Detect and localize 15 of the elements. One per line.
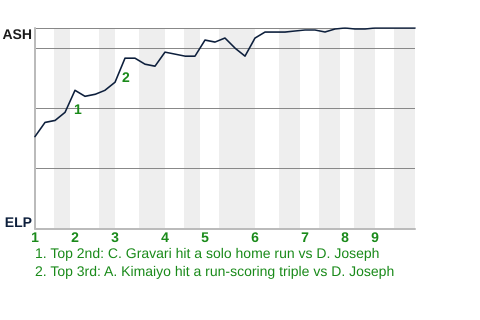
x-tick-label: 4 bbox=[161, 229, 170, 245]
x-tick-label: 2 bbox=[71, 229, 80, 245]
x-tick-label: 5 bbox=[201, 229, 210, 245]
text: ASH bbox=[2, 26, 32, 42]
text: ELP bbox=[4, 214, 32, 230]
x-tick-label: 3 bbox=[111, 229, 120, 245]
x-tick-label: 1 bbox=[31, 229, 40, 245]
text: 2. Top 3rd: A. Kimaiyo hit a run-scoring triple vs D. Joseph bbox=[35, 263, 394, 279]
x-tick-label: 8 bbox=[341, 229, 350, 245]
x-tick-label: 6 bbox=[251, 229, 260, 245]
text: 1. Top 2nd: C. Gravari hit a solo home run vs D. Joseph bbox=[35, 245, 380, 261]
x-tick-label: 7 bbox=[301, 229, 310, 245]
annotation: 1 bbox=[74, 101, 82, 117]
x-tick-label: 9 bbox=[371, 229, 380, 245]
annotation: 2 bbox=[122, 69, 130, 85]
